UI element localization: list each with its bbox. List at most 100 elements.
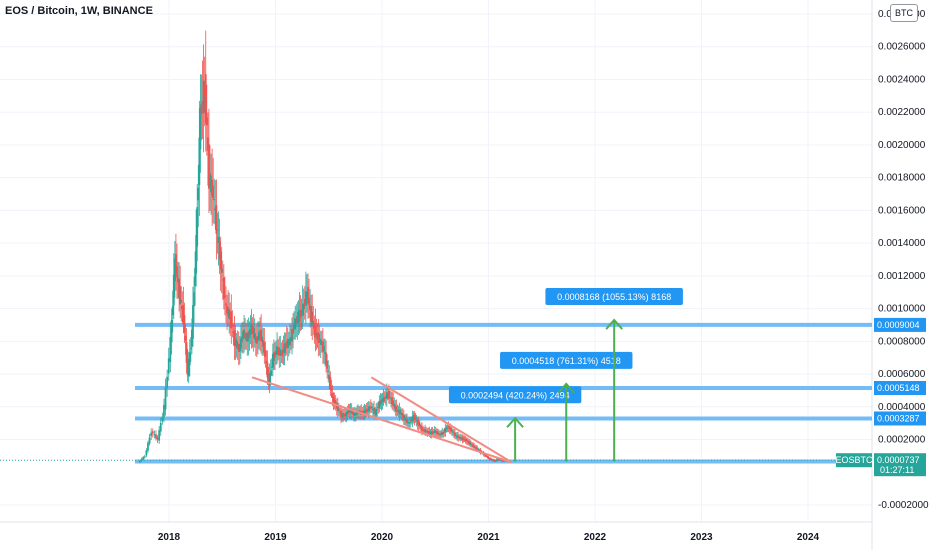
candle-body [497,459,500,461]
candle-body [181,305,184,310]
candle-body [366,408,369,411]
candle-body [373,407,375,414]
candle-body [298,309,301,322]
candle-body [182,305,185,323]
candle-body [353,413,356,416]
candle-body [217,236,220,244]
candle-body [296,316,299,324]
x-tick-label: 2023 [690,532,713,543]
candle-body [494,460,497,462]
candle-body [351,411,354,415]
candle-body [145,450,148,456]
candle-body [417,421,420,427]
candle-body [260,329,263,341]
candle-body [228,309,231,319]
target-label-pill: 0.0004518 (761.31%) 4518 [500,351,633,369]
candle-body [193,292,195,307]
symbol-badge: EOSBTC [835,453,873,468]
level-axis-label: 0.0005148 [874,381,926,396]
candle-body [209,173,211,187]
candle-body [224,295,226,298]
candle-body [406,418,408,424]
y-tick-label: 0.0004000 [878,402,926,413]
y-tick-label: 0.0020000 [878,140,926,151]
candle-body [214,208,217,211]
candle-body [163,404,165,417]
candle-body [368,407,371,409]
candle-body [437,432,439,435]
candle-body [231,325,234,327]
candle-body [222,277,225,299]
candle-body [312,320,315,326]
candle-body [139,461,141,463]
candle-body [329,377,332,390]
candle-body [347,410,350,414]
candle-body [396,410,399,412]
candle-body [230,311,233,329]
candle-body [297,312,300,324]
candle-body [330,388,333,391]
trendline[interactable] [251,376,513,464]
candle-body [275,350,277,355]
candle-body [326,360,329,369]
candle-body [327,370,330,372]
candle-body [208,144,210,189]
candle-body [243,329,245,338]
candle-body [395,406,398,412]
candle-body [285,340,288,348]
candle-body [443,431,446,433]
currency-unit-button[interactable]: BTC [890,4,918,22]
x-tick-label: 2024 [797,532,820,543]
candle-body [180,300,183,303]
candle-body [459,436,462,439]
candle-body [155,434,157,439]
svg-text:0.0000737: 0.0000737 [877,455,920,465]
level-axis-label: 0.0003287 [874,411,926,426]
candle-body [484,455,487,457]
candle-body [210,175,212,192]
candle-body [377,407,380,409]
svg-text:0.0005148: 0.0005148 [877,383,920,393]
candle-body [336,404,339,412]
candle-body [294,318,297,330]
candle-body [310,306,313,322]
candle-body [246,333,249,342]
candle-body [259,330,261,338]
candle-body [258,331,260,341]
candle-body [215,205,218,234]
candle-body [372,408,374,410]
candle-body [350,410,353,414]
candle-body [290,337,292,342]
candle-body [280,352,283,355]
candle-body [391,397,394,405]
candle-body [486,456,488,458]
trendline[interactable] [370,376,513,464]
candle-body [455,435,457,437]
y-tick-label: 0.0012000 [878,271,926,282]
candle-body [461,437,464,440]
y-tick-label: 0.0024000 [878,74,926,85]
candle-body [184,335,187,341]
candle-body [255,336,258,344]
candle-body [252,328,255,339]
candle-body [220,268,223,273]
candle-body [370,407,373,409]
target-label-pill: 0.0002494 (420.24%) 2494 [448,386,582,404]
candle-body [399,412,402,414]
candle-body [247,332,250,342]
candle-body [500,459,503,461]
candle-body [198,137,201,185]
candle-body [465,440,468,442]
x-tick-label: 2018 [158,532,181,543]
target-arrow-head [605,318,623,330]
level-axis-label: 0.0009004 [874,317,926,332]
target-label-text: 0.0004518 (761.31%) 4518 [512,356,621,366]
candle-body [432,431,435,433]
candle-body [265,360,268,363]
candle-body [303,299,306,306]
candle-body [156,437,159,440]
candle-body [235,340,238,348]
y-tick-label: 0.0002000 [878,435,926,446]
candle-body [269,370,272,376]
